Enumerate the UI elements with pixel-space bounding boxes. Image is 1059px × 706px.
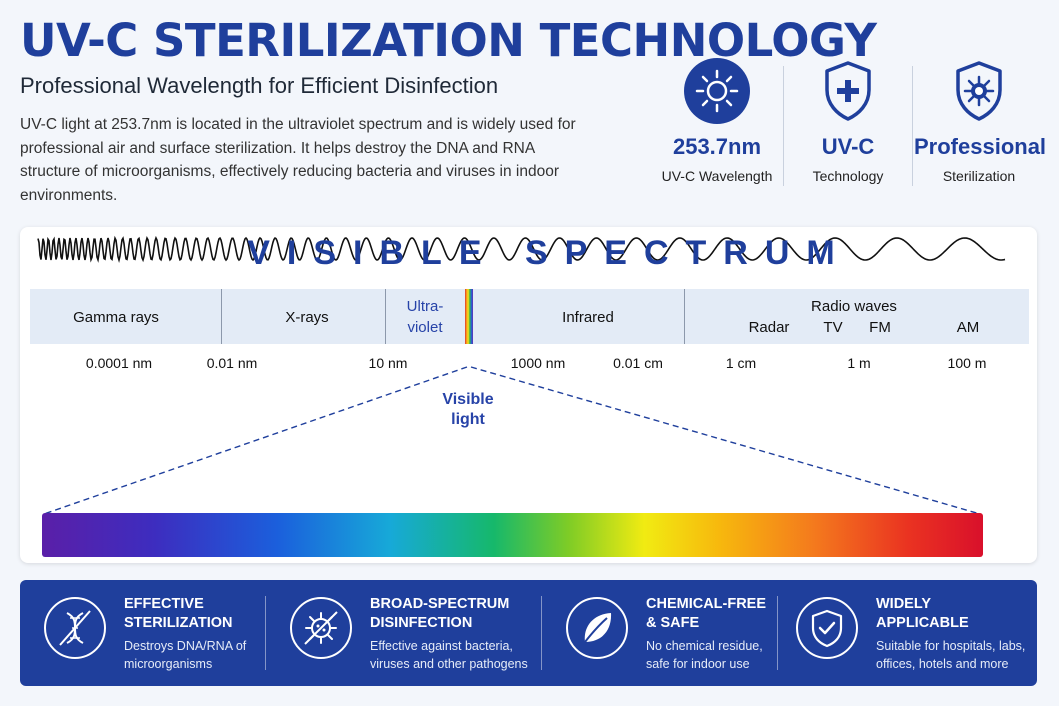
band-divider [221, 289, 222, 344]
feature-value: UV-C [821, 134, 875, 159]
band-divider [385, 289, 386, 344]
benefit-title-line2: DISINFECTION [370, 615, 473, 631]
feature-label: UV-C Wavelength [661, 168, 773, 184]
benefit-title-line1: CHEMICAL-FREE [646, 596, 767, 612]
benefit-desc-line2: safe for indoor use [646, 656, 750, 671]
visible-spectrum-bar [42, 513, 983, 557]
tick-label: 1000 nm [510, 355, 566, 371]
benefit-title-line2: STERILIZATION [124, 615, 233, 631]
band-infrared: Infrared [562, 309, 614, 326]
tick-label: 0.01 cm [613, 355, 663, 371]
band-radar: Radar [748, 319, 790, 336]
band-am: AM [956, 319, 980, 336]
benefit-divider [541, 596, 542, 670]
benefit-desc-line2: viruses and other pathogens [370, 656, 528, 671]
visible-light-strip [465, 289, 473, 344]
benefit-title: WIDELY APPLICABLE [876, 595, 969, 633]
visible-light-label: Visible light [442, 390, 493, 430]
visible-light-line2: light [451, 411, 485, 428]
visible-spectrum-title: VISIBLE SPECTRUM [247, 234, 852, 272]
spectrum-card: Gamma rays X-rays Ultra- violet Infrared… [20, 227, 1037, 563]
benefit-desc-line1: Destroys DNA/RNA of [124, 639, 247, 653]
tick-label: 100 m [947, 355, 987, 371]
tick-label: 10 nm [368, 355, 408, 371]
wavelength-wave [37, 235, 1006, 263]
feature-sterilization: Professional Sterilization [914, 58, 1047, 184]
benefit-desc-line1: Effective against bacteria, [370, 639, 513, 653]
band-gamma-rays: Gamma rays [73, 309, 159, 326]
shield-plus-icon [825, 61, 871, 121]
benefit-icon-circle [796, 597, 858, 659]
benefit-effective-sterilization: EFFECTIVE STERILIZATION Destroys DNA/RNA… [44, 580, 274, 686]
page-subtitle: Professional Wavelength for Efficient Di… [20, 73, 499, 98]
benefit-chemical-free: CHEMICAL-FREE & SAFE No chemical residue… [566, 580, 776, 686]
feature-label: Sterilization [942, 168, 1016, 184]
benefit-title-line1: BROAD-SPECTRUM [370, 596, 510, 612]
band-fm: FM [869, 319, 891, 336]
tick-label: 1 cm [725, 355, 757, 371]
tick-label: 1 m [847, 355, 871, 371]
shield-virus-icon [956, 61, 1002, 121]
feature-value: 253.7nm [672, 134, 762, 159]
benefit-broad-spectrum: BROAD-SPECTRUM DISINFECTION Effective ag… [290, 580, 550, 686]
benefit-title: BROAD-SPECTRUM DISINFECTION [370, 595, 509, 633]
band-tv: TV [823, 319, 843, 336]
band-ultraviolet: Ultra- violet [407, 296, 444, 338]
benefit-desc-line1: No chemical residue, [646, 639, 763, 653]
benefit-desc-line1: Suitable for hospitals, labs, [876, 639, 1026, 653]
description: UV-C light at 253.7nm is located in the … [20, 116, 576, 204]
benefit-title: EFFECTIVE STERILIZATION [124, 595, 232, 633]
feature-value: Professional [914, 134, 1047, 159]
benefit-description: Destroys DNA/RNA of microorganisms [124, 638, 246, 673]
benefits-bar: EFFECTIVE STERILIZATION Destroys DNA/RNA… [20, 580, 1037, 686]
benefit-title-line1: EFFECTIVE [124, 596, 204, 612]
band-radio-waves: Radio waves [811, 298, 897, 315]
spectrum-band: Gamma rays X-rays Ultra- violet Infrared… [30, 289, 1029, 344]
benefit-widely-applicable: WIDELY APPLICABLE Suitable for hospitals… [796, 580, 1026, 686]
benefit-icon-circle [44, 597, 106, 659]
feature-technology: UV-C Technology [783, 58, 913, 184]
sun-icon [684, 58, 750, 124]
benefit-icon-circle [566, 597, 628, 659]
benefit-description: Suitable for hospitals, labs, offices, h… [876, 638, 1025, 673]
benefit-icon-circle [290, 597, 352, 659]
benefit-description: No chemical residue, safe for indoor use [646, 638, 763, 673]
benefit-divider [265, 596, 266, 670]
benefit-title-line2: APPLICABLE [876, 615, 969, 631]
band-x-rays: X-rays [285, 309, 329, 326]
ultraviolet-line1: Ultra- [406, 298, 444, 315]
ultraviolet-line2: violet [407, 319, 443, 336]
tick-label: 0.0001 nm [85, 355, 153, 371]
shield-check-icon [811, 609, 843, 648]
benefit-description: Effective against bacteria, viruses and … [370, 638, 528, 673]
visible-light-line1: Visible [442, 391, 494, 408]
feature-divider [912, 66, 913, 186]
leaf-icon [584, 613, 612, 643]
virus-crossed-icon [304, 611, 338, 645]
feature-wavelength: 253.7nm UV-C Wavelength [652, 58, 782, 184]
benefit-title-line1: WIDELY [876, 596, 932, 612]
benefit-title: CHEMICAL-FREE & SAFE [646, 595, 766, 633]
dna-crossed-icon [59, 610, 91, 646]
benefit-desc-line2: offices, hotels and more [876, 656, 1009, 671]
page-title: UV-C STERILIZATION TECHNOLOGY [20, 14, 877, 67]
feature-divider [783, 66, 784, 186]
band-divider [684, 289, 685, 344]
feature-label: Technology [812, 168, 884, 184]
tick-label: 0.01 nm [206, 355, 258, 371]
benefit-title-line2: & SAFE [646, 615, 700, 631]
benefit-divider [777, 596, 778, 670]
benefit-desc-line2: microorganisms [124, 656, 213, 671]
